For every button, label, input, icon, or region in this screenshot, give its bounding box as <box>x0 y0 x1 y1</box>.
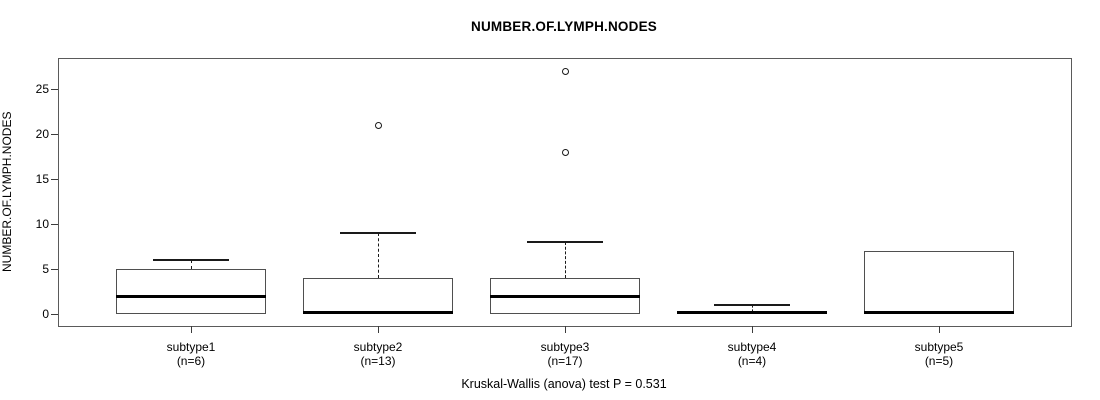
group-name: subtype2 <box>353 340 403 354</box>
median-line <box>116 295 266 298</box>
group-count: (n=5) <box>924 353 954 368</box>
upper-whisker-cap <box>527 241 603 243</box>
group-name: subtype1 <box>166 340 216 354</box>
median-line <box>677 311 827 314</box>
x-axis-group-label: subtype5 (n=5) <box>859 340 1019 368</box>
y-axis-tick-label: 0 <box>42 307 49 321</box>
x-axis-group-label: subtype3 (n=17) <box>485 340 645 368</box>
upper-whisker-cap <box>340 232 416 234</box>
upper-whisker-cap <box>153 259 229 261</box>
iqr-box <box>303 278 453 314</box>
plot-area: 0 5 10 15 20 25 subtype1 (n=6) subtype2 (n=13) sub… <box>36 58 1072 367</box>
x-axis-tick <box>752 326 753 333</box>
x-axis-tick <box>378 326 379 333</box>
outlier-point <box>561 148 569 156</box>
y-axis-tick <box>51 179 58 180</box>
median-line <box>303 311 453 314</box>
group-count: (n=17) <box>547 353 583 368</box>
y-axis-tick <box>51 134 58 135</box>
group-count: (n=4) <box>737 353 767 368</box>
x-axis-group-label: subtype1 (n=6) <box>111 340 271 368</box>
group-count: (n=13) <box>360 353 396 368</box>
median-line <box>490 295 640 298</box>
y-axis-tick-label: 25 <box>35 82 49 96</box>
x-axis-tick <box>191 326 192 333</box>
x-axis-group-label: subtype4 (n=4) <box>672 340 832 368</box>
group-name: subtype4 <box>727 340 777 354</box>
group-name: subtype5 <box>914 340 964 354</box>
y-axis-tick <box>51 89 58 90</box>
y-axis-tick-label: 5 <box>42 262 49 276</box>
x-axis-tick <box>565 326 566 333</box>
y-axis-tick <box>51 314 58 315</box>
y-axis-title: NUMBER.OF.LYMPH.NODES <box>0 111 14 272</box>
y-axis-tick-label: 10 <box>35 217 49 231</box>
upper-whisker-stem <box>191 260 192 269</box>
iqr-box <box>864 251 1014 314</box>
y-axis-tick-label: 20 <box>35 127 49 141</box>
outlier-point <box>374 121 382 129</box>
stats-caption: Kruskal-Wallis (anova) test P = 0.531 <box>461 377 667 391</box>
upper-whisker-stem <box>752 305 753 312</box>
outlier-point <box>561 67 569 75</box>
y-axis-tick <box>51 224 58 225</box>
group-name: subtype3 <box>540 340 590 354</box>
y-axis-tick <box>51 269 58 270</box>
iqr-box <box>116 269 266 314</box>
x-axis-tick <box>939 326 940 333</box>
x-axis-group-label: subtype2 (n=13) <box>298 340 458 368</box>
upper-whisker-stem <box>565 242 566 278</box>
upper-whisker-stem <box>378 233 379 278</box>
upper-whisker-cap <box>714 304 790 306</box>
y-axis-tick-label: 15 <box>35 172 49 186</box>
group-count: (n=6) <box>176 353 206 368</box>
chart-title: NUMBER.OF.LYMPH.NODES <box>471 19 657 34</box>
median-line <box>864 311 1014 314</box>
